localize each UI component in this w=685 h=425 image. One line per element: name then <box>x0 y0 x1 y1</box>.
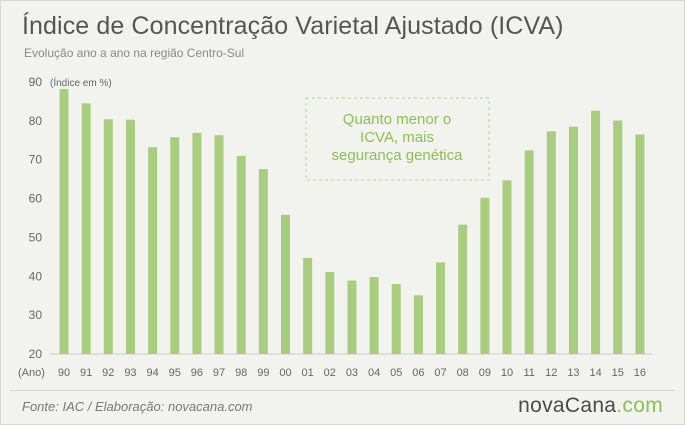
x-tick-label: 91 <box>80 367 92 379</box>
y-tick-label: 80 <box>29 114 43 128</box>
x-tick-label: 10 <box>501 367 513 379</box>
bar <box>591 110 601 354</box>
bar <box>413 295 423 354</box>
x-tick-label: 01 <box>302 367 314 379</box>
y-tick-label: 20 <box>29 347 43 361</box>
bar <box>325 272 335 354</box>
bar <box>347 280 357 354</box>
bar <box>59 88 69 354</box>
x-tick-label: 00 <box>279 367 291 379</box>
bar <box>103 119 113 354</box>
x-axis-label: (Ano) <box>18 367 45 379</box>
x-tick-label: 90 <box>58 367 70 379</box>
bar <box>502 180 512 354</box>
x-tick-label: 97 <box>213 367 225 379</box>
x-tick-label: 11 <box>523 367 534 379</box>
x-tick-label: 13 <box>567 367 579 379</box>
x-tick-label: 12 <box>545 367 557 379</box>
x-tick-label: 04 <box>368 367 380 379</box>
x-tick-label: 05 <box>390 367 402 379</box>
y-axis-label: (Índice em %) <box>50 76 112 89</box>
bar <box>568 126 578 354</box>
bar <box>303 258 313 354</box>
bar <box>635 134 645 354</box>
bar <box>192 132 202 354</box>
x-tick-label: 92 <box>102 367 114 379</box>
x-tick-label: 99 <box>257 367 269 379</box>
bar <box>458 224 468 354</box>
x-tick-label: 96 <box>191 367 203 379</box>
novacana-logo[interactable]: novaCana.com <box>518 394 663 418</box>
x-tick-label: 02 <box>324 367 336 379</box>
footer-divider <box>10 390 675 391</box>
bar <box>480 197 490 354</box>
x-tick-label: 93 <box>124 367 136 379</box>
bar <box>258 169 268 354</box>
x-tick-label: 06 <box>412 367 424 379</box>
logo-text-dot: . <box>616 394 623 417</box>
x-tick-label: 14 <box>589 367 601 379</box>
x-tick-label: 98 <box>235 367 247 379</box>
page-subtitle: Evolução ano a ano na região Centro-Sul <box>24 46 245 60</box>
bar <box>524 150 534 354</box>
bar <box>125 119 135 354</box>
logo-text-cana: Cana <box>564 394 617 417</box>
bar <box>546 131 556 354</box>
y-tick-label: 40 <box>29 269 43 283</box>
y-tick-label: 90 <box>29 75 43 89</box>
bar <box>281 214 290 354</box>
bar <box>170 137 180 354</box>
annotation-text: segurança genética <box>332 147 464 164</box>
y-tick-label: 30 <box>29 308 43 322</box>
annotation-text: ICVA, mais <box>360 129 434 146</box>
source-note: Fonte: IAC / Elaboração: novacana.com <box>22 399 253 414</box>
bar <box>436 262 446 354</box>
x-tick-label: 03 <box>346 367 358 379</box>
y-tick-label: 70 <box>29 153 43 167</box>
x-tick-label: 16 <box>634 367 646 379</box>
bar <box>391 284 401 354</box>
y-tick-label: 60 <box>29 192 43 206</box>
x-tick-label: 94 <box>146 367 158 379</box>
annotation-text: Quanto menor o <box>343 111 451 128</box>
bar <box>81 103 91 354</box>
logo-text-com: com <box>622 394 663 417</box>
annotation-box <box>305 97 490 181</box>
y-tick-label: 50 <box>29 230 43 244</box>
bar <box>369 277 379 354</box>
bar <box>148 147 158 354</box>
x-tick-label: 09 <box>479 367 491 379</box>
bar <box>613 120 623 355</box>
x-tick-label: 95 <box>169 367 181 379</box>
x-tick-label: 15 <box>612 367 624 379</box>
x-tick-label: 07 <box>434 367 446 379</box>
bar <box>236 155 246 354</box>
logo-text-nova: nova <box>518 394 565 417</box>
bar <box>214 135 224 354</box>
page-title: Índice de Concentração Varietal Ajustado… <box>22 12 564 40</box>
x-tick-label: 08 <box>457 367 469 379</box>
